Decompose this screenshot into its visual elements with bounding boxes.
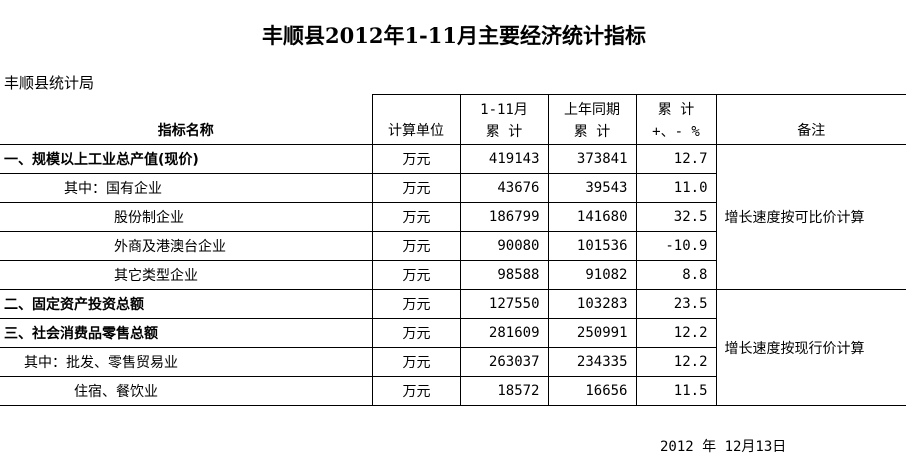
row-unit: 万元 xyxy=(371,144,461,174)
row-current: 263037 xyxy=(459,347,549,377)
row-prev: 39543 xyxy=(547,173,637,203)
row-unit: 万元 xyxy=(371,318,461,348)
row-growth: 23.5 xyxy=(635,289,717,319)
row-unit: 万元 xyxy=(371,289,461,319)
statistics-table: 指标名称 计算单位 1-11月 累 计 上年同期 累 计 累 计 +、- % 备… xyxy=(0,94,906,406)
row-name: 二、固定资产投资总额 xyxy=(0,289,373,319)
header-name: 指标名称 xyxy=(0,94,373,145)
row-current: 281609 xyxy=(459,318,549,348)
row-name: 其中：批发、零售贸易业 xyxy=(0,347,373,377)
row-current: 419143 xyxy=(459,144,549,174)
row-current: 90080 xyxy=(459,231,549,261)
note-industry: 增长速度按可比价计算 xyxy=(715,144,906,290)
note-retail: 增长速度按现行价计算 xyxy=(715,289,906,406)
header-unit: 计算单位 xyxy=(371,94,461,145)
row-unit: 万元 xyxy=(371,202,461,232)
header-prev-line2: 累 计 xyxy=(573,123,611,140)
header-growth: 累 计 +、- % xyxy=(635,94,717,145)
row-prev: 250991 xyxy=(547,318,637,348)
row-prev: 103283 xyxy=(547,289,637,319)
header-prev-line1: 上年同期 xyxy=(564,101,620,118)
row-name: 其中：国有企业 xyxy=(0,173,373,203)
header-growth-line1: 累 计 xyxy=(657,101,695,118)
header-current-line1: 1-11月 xyxy=(480,101,528,118)
row-prev: 373841 xyxy=(547,144,637,174)
row-current: 43676 xyxy=(459,173,549,203)
row-name: 外商及港澳台企业 xyxy=(0,231,373,261)
row-name: 住宿、餐饮业 xyxy=(0,376,373,406)
report-date: 2012 年 12月13日 xyxy=(660,439,787,455)
header-growth-line2: +、- % xyxy=(652,123,700,140)
header-note: 备注 xyxy=(715,94,906,145)
row-unit: 万元 xyxy=(371,260,461,290)
table-row: 二、固定资产投资总额 万元 127550 103283 23.5 增长速度按现行… xyxy=(0,289,906,406)
row-growth: 12.2 xyxy=(635,347,717,377)
row-unit: 万元 xyxy=(371,376,461,406)
row-current: 18572 xyxy=(459,376,549,406)
row-growth: 12.2 xyxy=(635,318,717,348)
organization-label: 丰顺县统计局 xyxy=(4,74,95,92)
row-unit: 万元 xyxy=(371,231,461,261)
row-unit: 万元 xyxy=(371,173,461,203)
row-prev: 141680 xyxy=(547,202,637,232)
table-row: 住宿、餐饮业 万元 18572 16656 11.5 xyxy=(0,376,906,406)
page-title: 丰顺县2012年1-11月主要经济统计指标 xyxy=(262,23,646,48)
row-growth: 8.8 xyxy=(635,260,717,290)
row-prev: 91082 xyxy=(547,260,637,290)
header-current: 1-11月 累 计 xyxy=(459,94,549,145)
row-prev: 101536 xyxy=(547,231,637,261)
row-growth: -10.9 xyxy=(635,231,717,261)
table-row: 其它类型企业 万元 98588 91082 8.8 xyxy=(0,260,906,290)
row-growth: 32.5 xyxy=(635,202,717,232)
row-unit: 万元 xyxy=(371,347,461,377)
row-current: 186799 xyxy=(459,202,549,232)
row-name: 其它类型企业 xyxy=(0,260,373,290)
table-header-row: 指标名称 计算单位 1-11月 累 计 上年同期 累 计 累 计 +、- % 备… xyxy=(0,94,906,145)
row-prev: 16656 xyxy=(547,376,637,406)
row-growth: 11.0 xyxy=(635,173,717,203)
row-name: 一、规模以上工业总产值(现价) xyxy=(0,144,373,174)
table-row: 一、规模以上工业总产值(现价) 万元 419143 373841 12.7 增长… xyxy=(0,144,906,290)
row-growth: 12.7 xyxy=(635,144,717,174)
row-prev: 234335 xyxy=(547,347,637,377)
row-current: 98588 xyxy=(459,260,549,290)
row-name: 股份制企业 xyxy=(0,202,373,232)
row-growth: 11.5 xyxy=(635,376,717,406)
header-prev: 上年同期 累 计 xyxy=(547,94,637,145)
row-name: 三、社会消费品零售总额 xyxy=(0,318,373,348)
row-current: 127550 xyxy=(459,289,549,319)
header-current-line2: 累 计 xyxy=(485,123,523,140)
table-row: 其中：批发、零售贸易业 万元 263037 234335 12.2 xyxy=(0,347,906,377)
